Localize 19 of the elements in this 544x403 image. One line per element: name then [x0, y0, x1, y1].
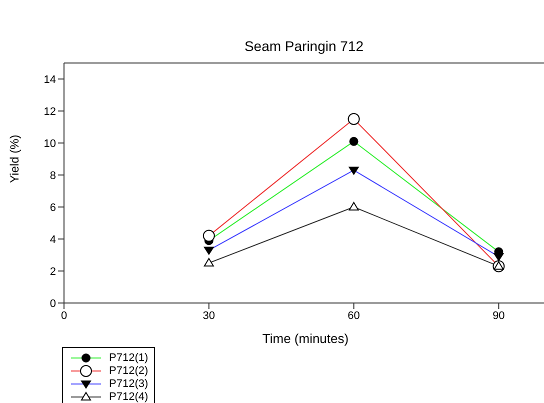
x-tick-label: 60 [348, 310, 360, 322]
y-tick-label: 8 [50, 170, 56, 182]
y-tick-label: 2 [50, 266, 56, 278]
x-axis-title: Time (minutes) [262, 331, 349, 346]
legend-label: P712(3) [109, 378, 148, 390]
legend-label: P712(2) [109, 364, 148, 376]
y-axis-title: Yield (%) [7, 134, 22, 183]
y-tick-label: 10 [44, 138, 56, 150]
y-tick-label: 12 [44, 106, 56, 118]
x-tick-label: 30 [202, 310, 216, 322]
legend-label: P712(1) [109, 352, 148, 364]
chart-title: Seam Paringin 712 [243, 38, 365, 54]
legend-label: P712(4) [109, 390, 148, 402]
y-tick-label: 6 [50, 202, 56, 214]
x-tick-label: 90 [492, 310, 505, 322]
y-tick-label: 4 [50, 234, 56, 246]
y-tick-label: 14 [44, 74, 56, 86]
y-tick-label: 0 [50, 298, 56, 310]
x-tick-label: 0 [60, 310, 68, 322]
